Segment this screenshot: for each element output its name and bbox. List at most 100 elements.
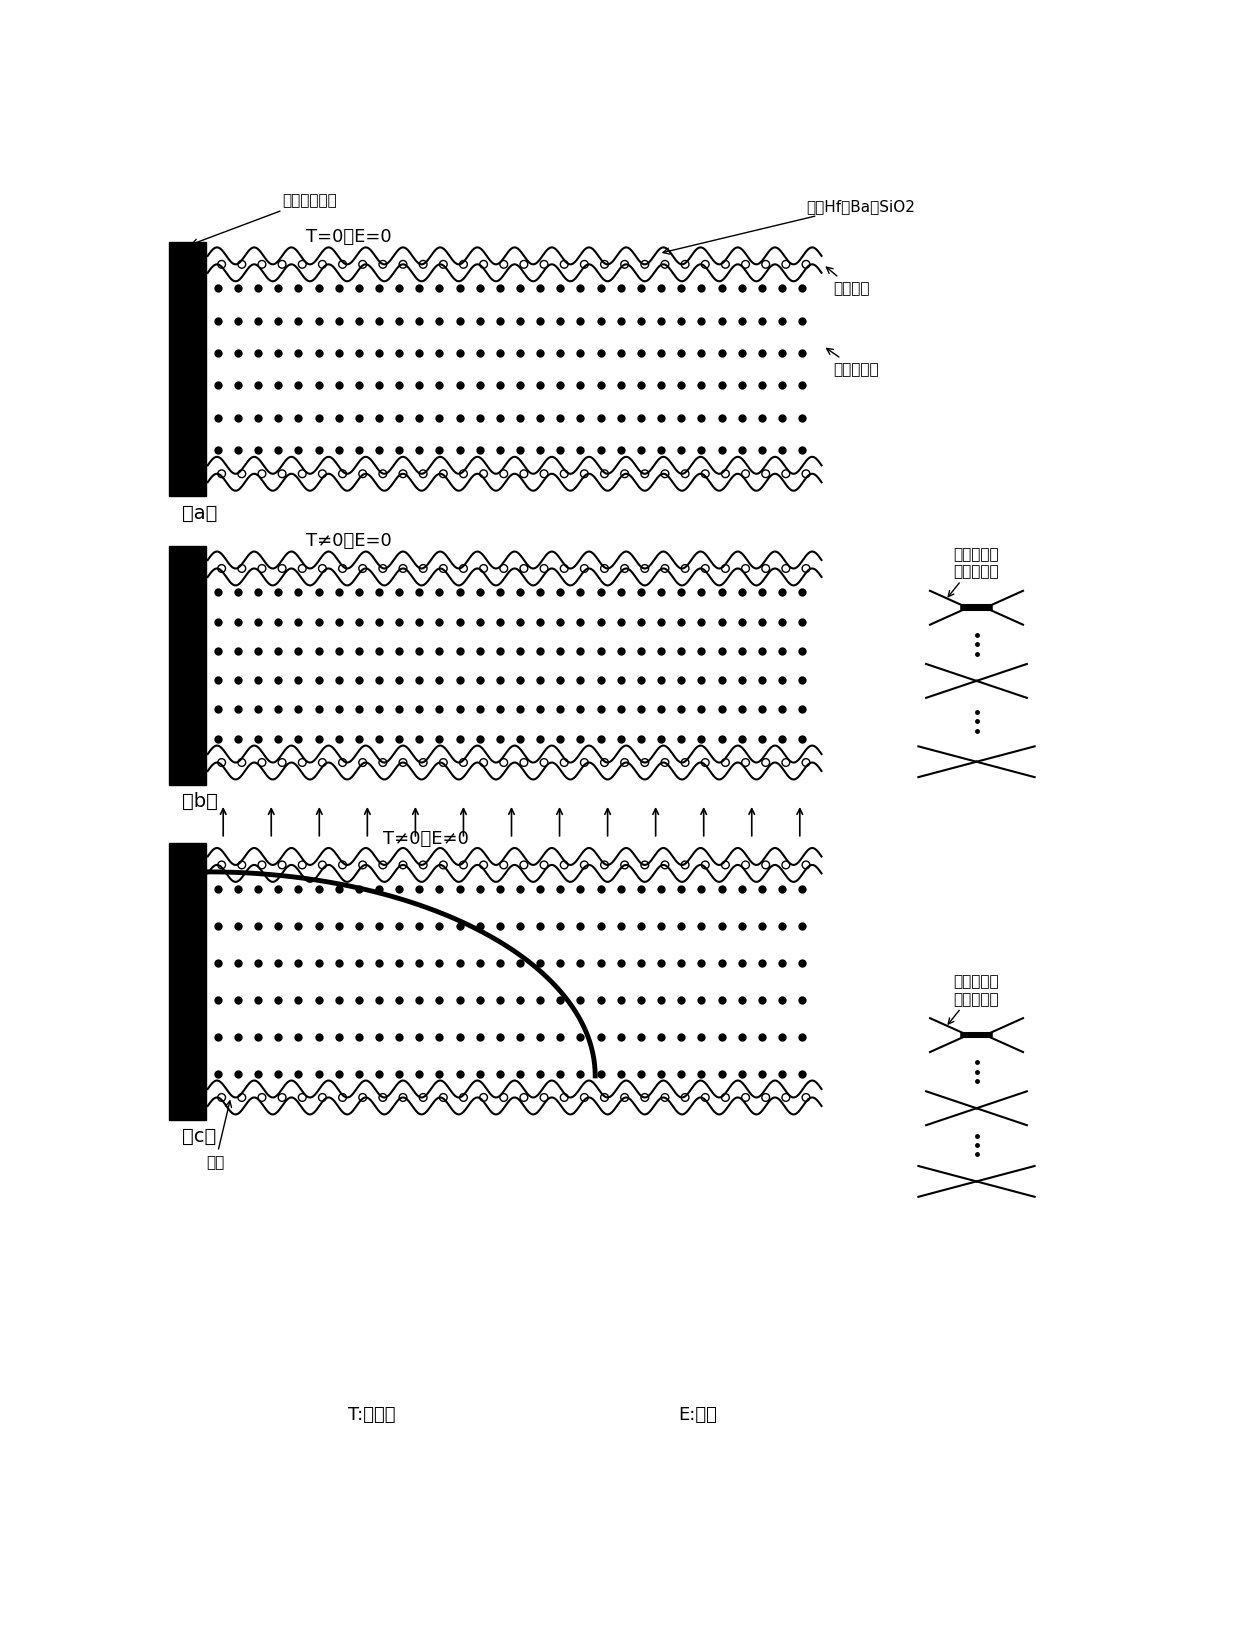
- Point: [570, 951, 590, 977]
- Point: [450, 405, 470, 431]
- Point: [248, 308, 268, 334]
- Point: [348, 951, 368, 977]
- Point: [389, 438, 409, 464]
- Point: [792, 987, 812, 1013]
- Point: [429, 308, 449, 334]
- Point: [470, 667, 490, 693]
- Point: [389, 405, 409, 431]
- Point: [773, 987, 792, 1013]
- Point: [631, 877, 651, 903]
- Point: [248, 610, 268, 636]
- Point: [268, 610, 288, 636]
- Point: [590, 987, 610, 1013]
- Point: [510, 438, 529, 464]
- Point: [490, 726, 510, 752]
- Point: [429, 638, 449, 664]
- Point: [228, 405, 248, 431]
- Point: [389, 638, 409, 664]
- Point: [248, 638, 268, 664]
- Point: [732, 951, 751, 977]
- Point: [370, 913, 389, 939]
- Point: [348, 405, 368, 431]
- Point: [631, 438, 651, 464]
- Point: [551, 1060, 570, 1087]
- Point: [289, 580, 309, 606]
- Text: （c）: （c）: [182, 1126, 216, 1146]
- Point: [309, 438, 329, 464]
- Point: [792, 697, 812, 723]
- Point: [792, 580, 812, 606]
- Point: [450, 987, 470, 1013]
- Point: [248, 275, 268, 302]
- Text: 不同大小的
压应力状态: 不同大小的 压应力状态: [954, 974, 999, 1006]
- Point: [773, 913, 792, 939]
- Point: [570, 275, 590, 302]
- Point: [450, 610, 470, 636]
- Point: [631, 726, 651, 752]
- Point: [309, 341, 329, 367]
- Point: [551, 1024, 570, 1051]
- Point: [248, 580, 268, 606]
- Text: T≠0，E=0: T≠0，E=0: [306, 531, 392, 549]
- Point: [692, 580, 712, 606]
- Point: [429, 372, 449, 398]
- Point: [429, 726, 449, 752]
- Point: [590, 405, 610, 431]
- Point: [329, 275, 348, 302]
- Point: [692, 913, 712, 939]
- Point: [309, 580, 329, 606]
- Point: [773, 638, 792, 664]
- Point: [732, 275, 751, 302]
- Point: [268, 580, 288, 606]
- Point: [773, 580, 792, 606]
- Point: [651, 877, 671, 903]
- Point: [289, 1060, 309, 1087]
- Point: [611, 1024, 631, 1051]
- Point: [651, 405, 671, 431]
- Point: [208, 1060, 228, 1087]
- Point: [611, 580, 631, 606]
- Point: [409, 341, 429, 367]
- Point: [551, 610, 570, 636]
- Point: [751, 987, 771, 1013]
- Point: [409, 580, 429, 606]
- Point: [712, 877, 732, 903]
- Point: [590, 1024, 610, 1051]
- Bar: [169, 842, 206, 1119]
- Point: [309, 1024, 329, 1051]
- Point: [751, 308, 771, 334]
- Point: [551, 697, 570, 723]
- Point: [732, 372, 751, 398]
- Point: [268, 987, 288, 1013]
- Point: [651, 913, 671, 939]
- Point: [268, 913, 288, 939]
- Point: [470, 877, 490, 903]
- Point: [570, 341, 590, 367]
- Point: [228, 667, 248, 693]
- Point: [228, 1060, 248, 1087]
- Point: [732, 438, 751, 464]
- Point: [409, 405, 429, 431]
- Point: [409, 1060, 429, 1087]
- Point: [751, 1024, 771, 1051]
- Point: [671, 638, 691, 664]
- Point: [208, 438, 228, 464]
- Point: [289, 275, 309, 302]
- Text: 掺杂Hf，Ba的SiO2: 掺杂Hf，Ba的SiO2: [663, 198, 915, 256]
- Point: [228, 726, 248, 752]
- Text: （b）: （b）: [182, 792, 218, 811]
- Point: [712, 638, 732, 664]
- Point: [692, 638, 712, 664]
- Point: [631, 580, 651, 606]
- Point: [773, 341, 792, 367]
- Point: [490, 667, 510, 693]
- Point: [329, 697, 348, 723]
- Point: [732, 913, 751, 939]
- Point: [389, 275, 409, 302]
- Point: [409, 638, 429, 664]
- Point: [751, 638, 771, 664]
- Point: [450, 638, 470, 664]
- Point: [490, 1060, 510, 1087]
- Point: [289, 308, 309, 334]
- Point: [409, 610, 429, 636]
